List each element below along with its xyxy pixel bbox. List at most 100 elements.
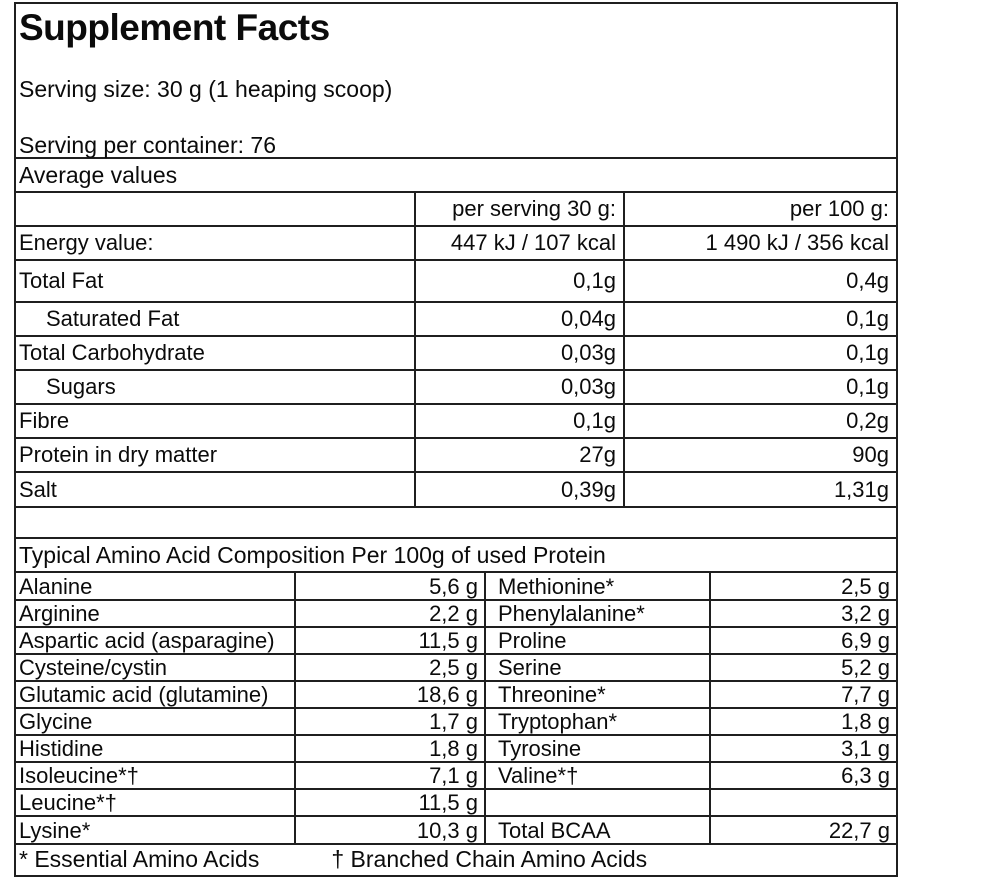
- amino-acid-name-right: Total BCAA: [484, 815, 711, 844]
- amino-acid-name-left: Glutamic acid (glutamine): [15, 680, 296, 709]
- amino-acid-name-right: Tyrosine: [484, 734, 711, 763]
- nutrition-row: Saturated Fat 0,04g 0,1g: [15, 301, 897, 337]
- nutrient-name: Total Carbohydrate: [15, 335, 416, 371]
- amino-acid-row: Leucine*† 11,5 g: [15, 788, 897, 817]
- amino-acid-row: Lysine* 10,3 g Total BCAA 22,7 g: [15, 815, 897, 844]
- nutrient-per-serving-value: 0,1g: [414, 259, 625, 303]
- amino-acid-name-right: Proline: [484, 626, 711, 655]
- nutrition-row: Salt 0,39g 1,31g: [15, 471, 897, 507]
- amino-acid-value-right: [709, 788, 897, 817]
- amino-acid-value-right: 22,7 g: [709, 815, 897, 844]
- section-spacer: [16, 506, 896, 537]
- amino-acid-name-left: Cysteine/cystin: [15, 653, 296, 682]
- amino-acid-value-right: 2,5 g: [709, 572, 897, 601]
- nutrition-row: Energy value: 447 kJ / 107 kcal 1 490 kJ…: [15, 225, 897, 261]
- nutrient-name: Saturated Fat: [15, 301, 416, 337]
- nutrient-per-serving-value: 0,03g: [414, 335, 625, 371]
- amino-acid-value-right: 3,2 g: [709, 599, 897, 628]
- nutrient-per-100g-value: 0,4g: [623, 259, 897, 303]
- nutrient-per-100g-value: 90g: [623, 437, 897, 473]
- amino-acid-row: Aspartic acid (asparagine) 11,5 g Prolin…: [15, 626, 897, 655]
- nutrient-per-100g-value: 0,2g: [623, 403, 897, 439]
- amino-acid-name-left: Lysine*: [15, 815, 296, 844]
- amino-acid-name-right: Methionine*: [484, 572, 711, 601]
- amino-acid-value-right: 3,1 g: [709, 734, 897, 763]
- nutrition-header-row: per serving 30 g: per 100 g:: [15, 192, 897, 227]
- nutrition-row: Total Carbohydrate 0,03g 0,1g: [15, 335, 897, 371]
- amino-acid-value-left: 18,6 g: [294, 680, 486, 709]
- amino-acid-value-left: 2,2 g: [294, 599, 486, 628]
- nutrition-row: Protein in dry matter 27g 90g: [15, 437, 897, 473]
- nutrient-per-serving-value: 27g: [414, 437, 625, 473]
- nutrition-row: Fibre 0,1g 0,2g: [15, 403, 897, 439]
- amino-acid-row: Arginine 2,2 g Phenylalanine* 3,2 g: [15, 599, 897, 628]
- nutrient-name: Protein in dry matter: [15, 437, 416, 473]
- nutrition-row: Total Fat 0,1g 0,4g: [15, 259, 897, 303]
- nutrient-per-100g-value: 0,1g: [623, 335, 897, 371]
- amino-acid-name-right: Serine: [484, 653, 711, 682]
- amino-acid-row: Alanine 5,6 g Methionine* 2,5 g: [15, 572, 897, 601]
- nutrient-name: Energy value:: [15, 225, 416, 261]
- nutrition-col-per-100g: per 100 g:: [623, 192, 897, 227]
- supplement-facts-label: Supplement Facts Serving size: 30 g (1 h…: [14, 2, 898, 877]
- amino-acid-name-right: Tryptophan*: [484, 707, 711, 736]
- amino-acid-row: Histidine 1,8 g Tyrosine 3,1 g: [15, 734, 897, 763]
- nutrient-per-serving-value: 447 kJ / 107 kcal: [414, 225, 625, 261]
- amino-acid-row: Cysteine/cystin 2,5 g Serine 5,2 g: [15, 653, 897, 682]
- nutrient-per-100g-value: 1 490 kJ / 356 kcal: [623, 225, 897, 261]
- amino-acid-value-left: 11,5 g: [294, 788, 486, 817]
- nutrient-per-serving-value: 0,39g: [414, 471, 625, 507]
- amino-acid-value-left: 1,7 g: [294, 707, 486, 736]
- label-header: Supplement Facts Serving size: 30 g (1 h…: [16, 4, 896, 158]
- amino-acid-name-left: Glycine: [15, 707, 296, 736]
- footnotes-row: * Essential Amino Acids † Branched Chain…: [16, 843, 896, 875]
- amino-acid-value-right: 1,8 g: [709, 707, 897, 736]
- nutrient-per-100g-value: 0,1g: [623, 369, 897, 405]
- amino-acid-name-right: Threonine*: [484, 680, 711, 709]
- nutrient-name: Total Fat: [15, 259, 416, 303]
- amino-table-body: Alanine 5,6 g Methionine* 2,5 g Arginine…: [15, 572, 897, 844]
- amino-section-title: Typical Amino Acid Composition Per 100g …: [16, 537, 896, 573]
- amino-acid-value-left: 7,1 g: [294, 761, 486, 790]
- amino-acid-name-left: Histidine: [15, 734, 296, 763]
- amino-acid-value-right: 6,9 g: [709, 626, 897, 655]
- label-title: Supplement Facts: [19, 7, 330, 48]
- nutrient-name: Salt: [15, 471, 416, 507]
- amino-acid-value-left: 5,6 g: [294, 572, 486, 601]
- amino-acid-row: Glutamic acid (glutamine) 18,6 g Threoni…: [15, 680, 897, 709]
- amino-acid-row: Isoleucine*† 7,1 g Valine*† 6,3 g: [15, 761, 897, 790]
- footnote-branched-chain-amino-acids: † Branched Chain Amino Acids: [331, 846, 648, 872]
- nutrient-per-100g-value: 1,31g: [623, 471, 897, 507]
- nutrient-per-100g-value: 0,1g: [623, 301, 897, 337]
- amino-acid-value-right: 6,3 g: [709, 761, 897, 790]
- nutrition-col-per-serving: per serving 30 g:: [414, 192, 625, 227]
- amino-acid-value-left: 1,8 g: [294, 734, 486, 763]
- amino-acid-name-right: Valine*†: [484, 761, 711, 790]
- amino-acid-name-left: Leucine*†: [15, 788, 296, 817]
- nutrient-name: Fibre: [15, 403, 416, 439]
- nutrient-per-serving-value: 0,1g: [414, 403, 625, 439]
- amino-acid-row: Glycine 1,7 g Tryptophan* 1,8 g: [15, 707, 897, 736]
- amino-acid-table: Alanine 5,6 g Methionine* 2,5 g Arginine…: [15, 572, 897, 844]
- amino-acid-value-right: 5,2 g: [709, 653, 897, 682]
- amino-acid-value-left: 11,5 g: [294, 626, 486, 655]
- servings-per-container: Serving per container: 76: [19, 132, 276, 158]
- footnote-essential-amino-acids: * Essential Amino Acids: [19, 846, 260, 872]
- nutrition-col-blank: [15, 192, 416, 227]
- amino-acid-name-left: Arginine: [15, 599, 296, 628]
- amino-acid-value-left: 10,3 g: [294, 815, 486, 844]
- nutrient-per-serving-value: 0,04g: [414, 301, 625, 337]
- nutrient-name: Sugars: [15, 369, 416, 405]
- amino-acid-value-right: 7,7 g: [709, 680, 897, 709]
- amino-acid-name-left: Isoleucine*†: [15, 761, 296, 790]
- amino-acid-value-left: 2,5 g: [294, 653, 486, 682]
- nutrition-row: Sugars 0,03g 0,1g: [15, 369, 897, 405]
- serving-size: Serving size: 30 g (1 heaping scoop): [19, 76, 393, 102]
- amino-acid-name-right: Phenylalanine*: [484, 599, 711, 628]
- amino-acid-name-left: Aspartic acid (asparagine): [15, 626, 296, 655]
- nutrient-per-serving-value: 0,03g: [414, 369, 625, 405]
- nutrition-table-body: Energy value: 447 kJ / 107 kcal 1 490 kJ…: [15, 225, 897, 507]
- amino-acid-name-left: Alanine: [15, 572, 296, 601]
- average-values-band: Average values: [16, 157, 896, 193]
- nutrition-table: per serving 30 g: per 100 g: Energy valu…: [15, 192, 897, 507]
